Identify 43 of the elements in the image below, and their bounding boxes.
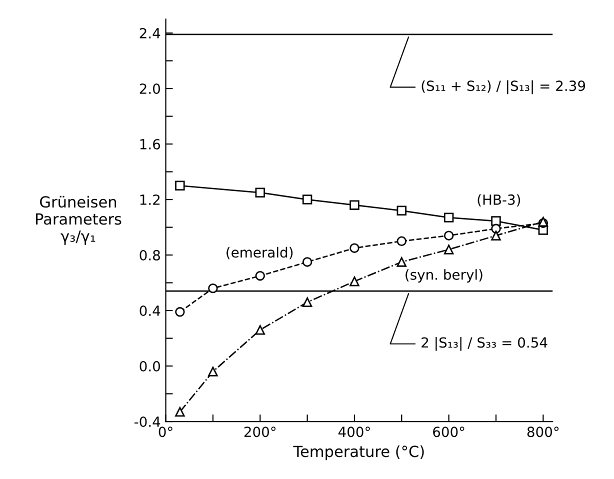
- y-tick-label: 2.0: [140, 84, 160, 94]
- point: [491, 224, 501, 234]
- x-tick-label: 0°: [158, 426, 172, 438]
- point: [302, 297, 312, 308]
- x-tick-label: 400°: [338, 426, 370, 438]
- y-tick-label: 0.0: [140, 360, 160, 372]
- x-axis-title: Temperature (°C): [293, 445, 424, 460]
- point: [302, 257, 312, 267]
- point: [255, 270, 265, 281]
- point: [175, 307, 185, 317]
- series-label: (HB-3): [478, 194, 520, 207]
- point: [208, 283, 218, 294]
- x-tick-label: 800°: [527, 426, 559, 438]
- point: [208, 366, 218, 376]
- point: [444, 230, 454, 240]
- point: [444, 244, 454, 254]
- point: [396, 236, 407, 246]
- y-tick-label: 2.4: [140, 28, 160, 38]
- point: [491, 216, 501, 226]
- point: [350, 243, 360, 253]
- point: [396, 257, 407, 267]
- y-tick-label: 1.6: [140, 139, 160, 150]
- y-tick-label: 0.4: [140, 305, 160, 316]
- ref-line-label: 2 |S₁₃| / S₃₃ = 0.54: [422, 336, 548, 351]
- ref-line-label: (S₁₁ + S₁₂) / |S₁₃| = 2.39: [422, 80, 586, 94]
- point: [175, 406, 185, 417]
- y-axis-title: Grüneisen Parameters γ₃/γ₁: [36, 196, 122, 245]
- point: [350, 276, 360, 286]
- point: [350, 200, 360, 210]
- point: [255, 325, 265, 335]
- point: [302, 194, 312, 204]
- point: [396, 206, 407, 216]
- point: [255, 188, 265, 198]
- point: [175, 180, 185, 191]
- point: [444, 212, 454, 222]
- y-tick-label: 0.8: [140, 250, 160, 260]
- x-tick-label: 200°: [244, 426, 276, 438]
- point: [491, 230, 501, 240]
- x-tick-label: 600°: [433, 426, 464, 438]
- y-tick-label: -0.4: [134, 416, 160, 427]
- y-tick-label: 1.2: [140, 194, 160, 205]
- series-label: (syn. beryl): [406, 269, 482, 283]
- series-label: (emerald): [226, 246, 293, 260]
